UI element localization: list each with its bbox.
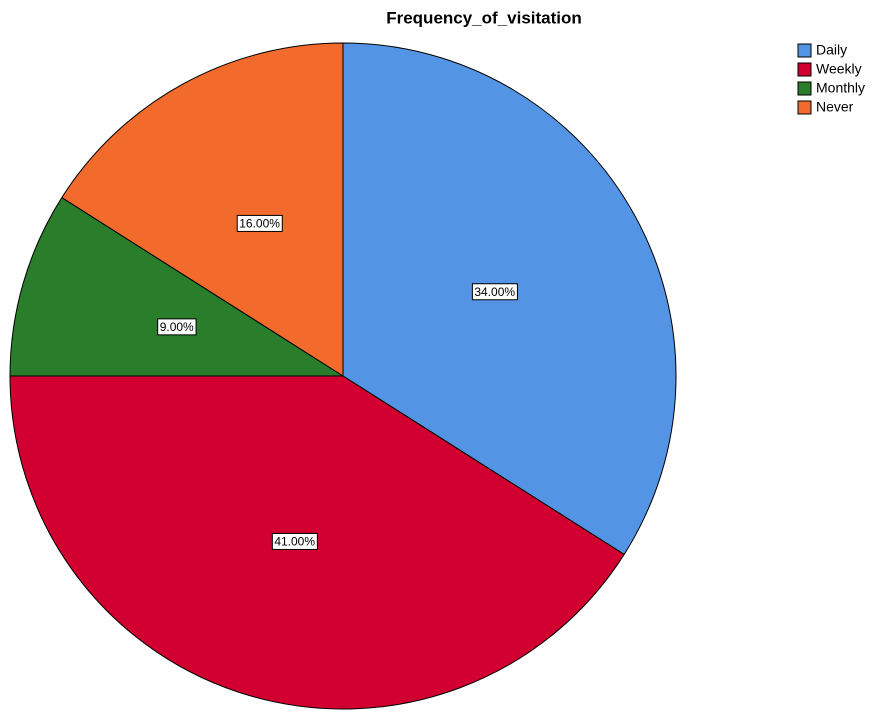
legend-label: Monthly [816, 80, 865, 96]
value-label: 9.00% [160, 320, 194, 334]
chart-title: Frequency_of_visitation [386, 8, 582, 27]
legend-label: Weekly [816, 61, 862, 77]
value-label-box [271, 532, 318, 550]
legend-swatch [797, 100, 812, 115]
pie-slice [61, 42, 344, 377]
legend-swatch [797, 43, 812, 58]
value-label-box [236, 214, 283, 232]
value-label: 16.00% [239, 216, 280, 230]
legend-swatch [797, 62, 812, 77]
value-label: 34.00% [474, 285, 515, 299]
value-label: 41.00% [274, 534, 315, 548]
legend-label: Never [816, 99, 854, 115]
legend-swatch [797, 81, 812, 96]
value-label-box [471, 283, 518, 301]
pie-slice [9, 196, 345, 377]
legend-label: Daily [816, 42, 847, 58]
value-label-box [157, 318, 197, 336]
